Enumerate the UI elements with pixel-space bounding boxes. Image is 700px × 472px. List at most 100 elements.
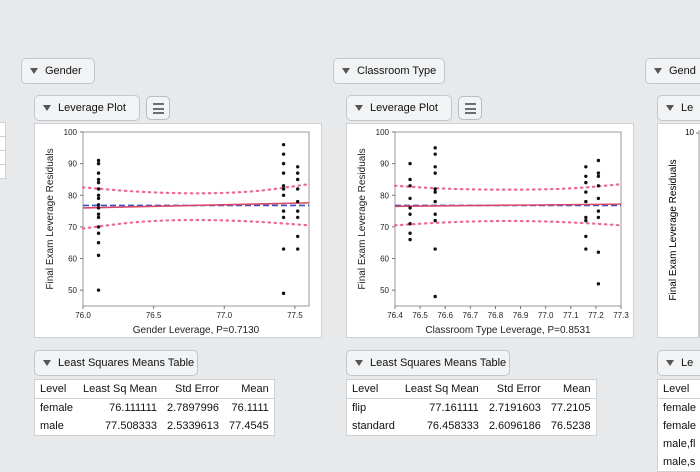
header-level: Level (35, 380, 79, 399)
x-axis-label: Gender Leverage, P=0.7130 (133, 325, 260, 336)
data-point (433, 171, 436, 174)
clipped-cell: l (0, 137, 5, 151)
hamburger-menu-icon[interactable] (458, 96, 482, 120)
data-point (597, 216, 600, 219)
x-axis-label: Classroom Type Leverage, P=0.8531 (425, 325, 591, 336)
cell-stderr: 2.5339613 (162, 417, 224, 436)
gender-section-toggle[interactable]: Gender (21, 58, 95, 84)
x-tick-label: 77.0 (538, 311, 554, 320)
data-point (408, 213, 411, 216)
table-label: Least Squares Means Table (58, 357, 194, 369)
data-point (296, 216, 299, 219)
y-tick-label: 10 (685, 128, 694, 137)
data-point (584, 235, 587, 238)
section-label: Classroom Type (357, 65, 436, 77)
disclosure-triangle-icon (355, 360, 363, 366)
data-point (408, 184, 411, 187)
disclosure-triangle-icon (30, 68, 38, 74)
header-level: Level (658, 380, 700, 399)
cell-mean: 76.5238 (546, 417, 596, 436)
cell-stderr: 2.7191603 (484, 399, 546, 418)
data-point (282, 209, 285, 212)
classroom-type-section-toggle[interactable]: Classroom Type (333, 58, 445, 84)
x-tick-label: 77.3 (613, 311, 629, 320)
data-point (282, 152, 285, 155)
y-tick-label: 100 (376, 128, 390, 137)
plot-frame (83, 132, 309, 306)
y-tick-label: 80 (68, 191, 77, 200)
classroom-leverage-plot-toggle[interactable]: Leverage Plot (346, 95, 452, 121)
gender-classroom-section-toggle[interactable]: Gend (645, 58, 700, 84)
gender-lsm-table: Level Least Sq Mean Std Error Mean femal… (34, 379, 275, 436)
data-point (597, 251, 600, 254)
data-point (296, 165, 299, 168)
clipped-cell: e (0, 123, 5, 137)
section-label: Gender (45, 65, 82, 77)
disclosure-triangle-icon (355, 105, 363, 111)
data-point (97, 187, 100, 190)
table-row: male,fl (658, 435, 700, 453)
data-point (433, 295, 436, 298)
data-point (584, 200, 587, 203)
data-point (584, 219, 587, 222)
data-point (584, 175, 587, 178)
x-tick-label: 76.9 (513, 311, 529, 320)
data-point (282, 171, 285, 174)
data-point (433, 213, 436, 216)
data-point (97, 203, 100, 206)
y-tick-label: 60 (68, 255, 77, 264)
data-point (296, 178, 299, 181)
gender-lsm-table-toggle[interactable]: Least Squares Means Table (34, 350, 198, 376)
disclosure-triangle-icon (43, 105, 51, 111)
data-point (97, 162, 100, 165)
gender-leverage-plot-toggle[interactable]: Leverage Plot (34, 95, 140, 121)
hamburger-menu-icon[interactable] (146, 96, 170, 120)
header-stderr: Std Error (162, 380, 224, 399)
cell-mean: 76.1111 (224, 399, 274, 418)
cell-mean: 77.2105 (546, 399, 596, 418)
clipped-leverage-plot-toggle[interactable]: Le (657, 95, 700, 121)
table-row: female (658, 417, 700, 435)
table-row: female 76.111111 2.7897996 76.1111 (35, 399, 275, 418)
y-tick-label: 90 (380, 160, 389, 169)
header-stderr: Std Error (484, 380, 546, 399)
data-point (433, 152, 436, 155)
disclosure-triangle-icon (43, 360, 51, 366)
data-point (97, 225, 100, 228)
clipped-lsm-table-toggle[interactable]: Le (657, 350, 700, 376)
classroom-lsm-table: Level Least Sq Mean Std Error Mean flip … (346, 379, 597, 436)
x-tick-label: 76.0 (75, 311, 91, 320)
table-row: standard 76.458333 2.6096186 76.5238 (347, 417, 597, 436)
data-point (597, 159, 600, 162)
table-header-row: Level Least Sq Mean Std Error Mean (347, 380, 597, 399)
clipped-leverage-chart: 10 Final Exam Leverage Residuals (658, 124, 700, 337)
data-point (97, 181, 100, 184)
clipped-cell: 5 (0, 165, 5, 179)
data-point (296, 200, 299, 203)
disclosure-triangle-icon (666, 360, 674, 366)
data-point (282, 187, 285, 190)
disclosure-triangle-icon (342, 68, 350, 74)
data-point (97, 178, 100, 181)
data-point (584, 216, 587, 219)
data-point (584, 247, 587, 250)
data-point (597, 282, 600, 285)
data-point (282, 184, 285, 187)
data-point (97, 213, 100, 216)
data-point (597, 209, 600, 212)
data-point (433, 219, 436, 222)
cell-lsmean: 76.111111 (78, 399, 162, 418)
data-point (433, 190, 436, 193)
data-point (97, 159, 100, 162)
cell-level: male,s (658, 453, 700, 472)
classroom-lsm-table-toggle[interactable]: Least Squares Means Table (346, 350, 510, 376)
cell-level: standard (347, 417, 400, 436)
cell-level: male (35, 417, 79, 436)
table-row: flip 77.161111 2.7191603 77.2105 (347, 399, 597, 418)
y-tick-label: 50 (380, 286, 389, 295)
table-row: male 77.508333 2.5339613 77.4545 (35, 417, 275, 436)
data-point (433, 146, 436, 149)
